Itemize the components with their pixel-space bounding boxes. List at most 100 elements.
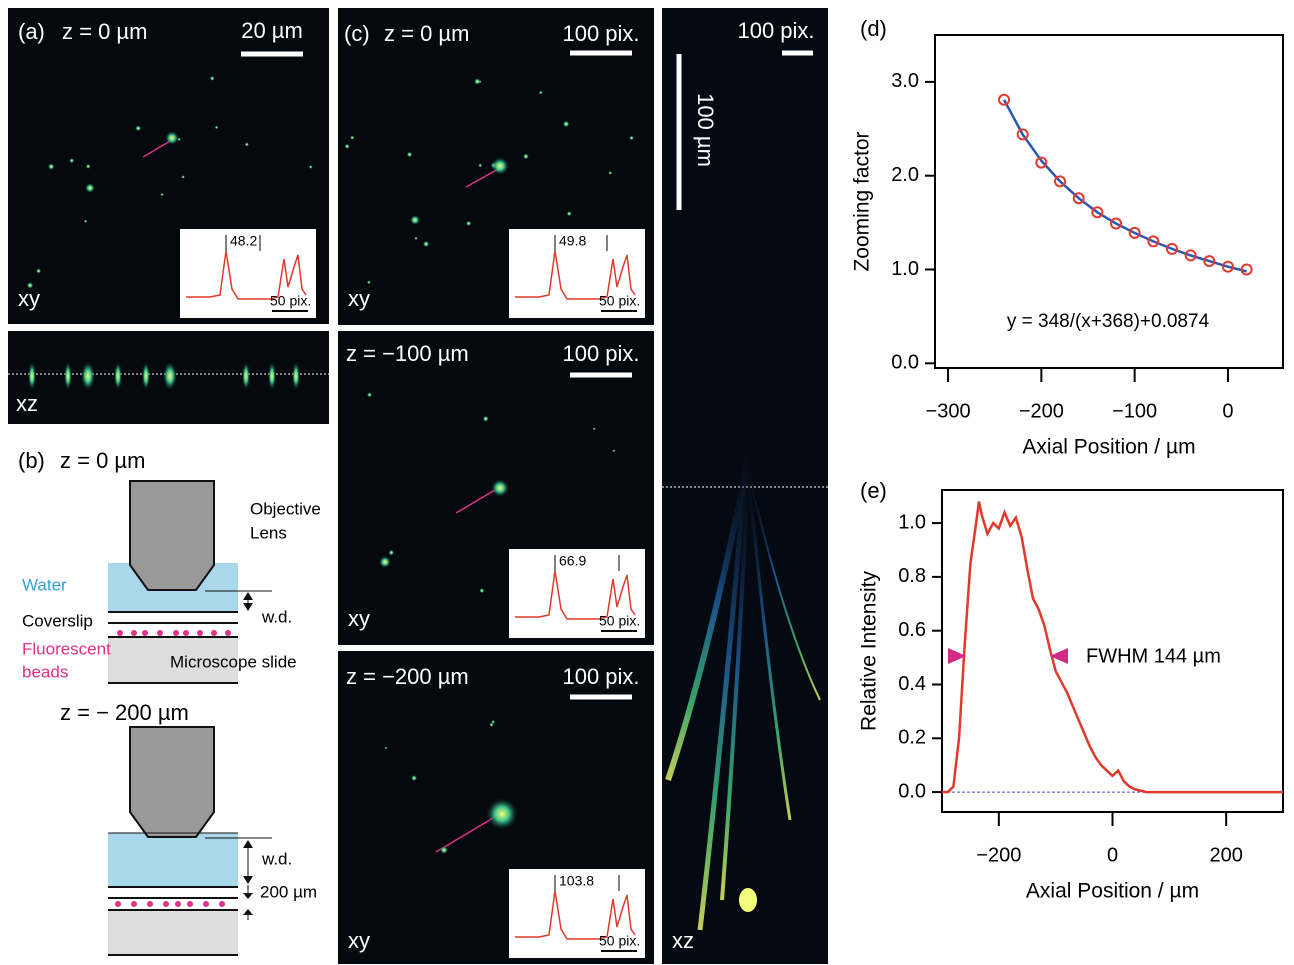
data-point bbox=[1035, 156, 1048, 169]
xz-spot bbox=[268, 362, 276, 390]
bead bbox=[157, 630, 163, 636]
streak bbox=[746, 469, 792, 821]
label: Objective bbox=[250, 499, 321, 518]
water bbox=[108, 833, 238, 887]
view-label: xy bbox=[18, 286, 40, 311]
label: w.d. bbox=[261, 607, 292, 626]
y-tick-label: 0.2 bbox=[898, 727, 926, 749]
y-tick-label: 3.0 bbox=[891, 70, 919, 92]
z-label: z = 0 µm bbox=[60, 448, 145, 473]
profile bbox=[515, 250, 636, 300]
spot bbox=[35, 268, 42, 274]
spot bbox=[26, 281, 34, 289]
x-tick-label: −300 bbox=[926, 400, 971, 422]
spot bbox=[160, 192, 164, 197]
spot bbox=[562, 120, 570, 128]
spot bbox=[486, 798, 518, 830]
x-tick-label: 0 bbox=[1107, 844, 1118, 866]
scale-label: 100 pix. bbox=[562, 341, 639, 366]
scale-label: 20 µm bbox=[241, 18, 303, 43]
label: 200 µm bbox=[260, 882, 317, 901]
profile bbox=[186, 250, 307, 300]
panel-label: (e) bbox=[860, 478, 887, 503]
xz-spot bbox=[292, 362, 300, 390]
spot bbox=[522, 153, 529, 160]
spot bbox=[83, 219, 88, 224]
objective bbox=[129, 480, 215, 591]
bead bbox=[175, 901, 181, 907]
diagram bbox=[108, 480, 272, 956]
inset-scale-label: 50 pix. bbox=[599, 933, 640, 949]
spot bbox=[482, 415, 489, 422]
data-point bbox=[1147, 235, 1160, 248]
y-tick-label: 0.4 bbox=[898, 673, 926, 695]
label: Lens bbox=[250, 523, 287, 542]
profile-line bbox=[455, 489, 496, 514]
z-label: z = −100 µm bbox=[346, 341, 469, 366]
profile bbox=[515, 570, 636, 620]
spot bbox=[406, 151, 413, 158]
data-point bbox=[1221, 260, 1234, 273]
z-label: z = 0 µm bbox=[384, 21, 469, 46]
x-axis-label: Axial Position / µm bbox=[1022, 436, 1195, 459]
xz-spot bbox=[28, 362, 36, 390]
label: beads bbox=[22, 662, 68, 681]
view-label: xy bbox=[348, 928, 370, 953]
label: w.d. bbox=[261, 849, 292, 868]
spot bbox=[214, 125, 219, 130]
spot bbox=[414, 236, 418, 241]
data-point bbox=[1165, 242, 1178, 255]
spot bbox=[135, 125, 142, 132]
spot bbox=[181, 175, 185, 179]
bead bbox=[163, 901, 169, 907]
bead bbox=[203, 901, 209, 907]
data-point bbox=[1128, 226, 1141, 239]
spot bbox=[85, 183, 95, 193]
spot bbox=[384, 746, 388, 750]
inset-frame bbox=[180, 229, 316, 318]
profile-line bbox=[435, 814, 499, 853]
spot bbox=[491, 157, 509, 175]
inset-scale-label: 50 pix. bbox=[270, 293, 311, 309]
z-label: z = 0 µm bbox=[62, 19, 147, 44]
spot bbox=[379, 556, 391, 568]
bead bbox=[131, 901, 137, 907]
panel-label: (b) bbox=[18, 448, 45, 473]
data-point bbox=[1054, 175, 1067, 188]
inset-scale-label: 50 pix. bbox=[599, 613, 640, 629]
spot bbox=[344, 143, 350, 150]
spot bbox=[350, 135, 355, 140]
annotation: FWHM 144 µm bbox=[1086, 645, 1221, 667]
fwhm-marker bbox=[1050, 648, 1068, 664]
z-label: z = − 200 µm bbox=[60, 700, 189, 725]
spot bbox=[366, 280, 371, 285]
spot bbox=[47, 163, 55, 171]
spot bbox=[478, 163, 483, 168]
inset-scale-label: 50 pix. bbox=[599, 293, 640, 309]
inset: 66.9 50 pix. bbox=[509, 549, 645, 638]
scale-label: 100 pix. bbox=[562, 21, 639, 46]
data-point bbox=[1091, 206, 1104, 219]
y-tick-label: 0.0 bbox=[891, 352, 919, 374]
spot bbox=[538, 90, 543, 95]
y-tick-label: 1.0 bbox=[891, 258, 919, 280]
scale-label: 100 µm bbox=[693, 93, 718, 167]
data-point bbox=[1072, 192, 1085, 205]
spot bbox=[629, 135, 634, 141]
bead bbox=[211, 630, 217, 636]
bead bbox=[219, 901, 225, 907]
inset-frame bbox=[509, 869, 645, 958]
view-label: xy bbox=[348, 606, 370, 631]
inset-value: 66.9 bbox=[559, 553, 586, 569]
streak-focus bbox=[739, 888, 757, 912]
panel-label: (a) bbox=[18, 19, 45, 44]
spot bbox=[69, 158, 75, 164]
xz-spot bbox=[114, 362, 122, 390]
data-point bbox=[1203, 255, 1216, 268]
x-tick-label: −100 bbox=[1112, 400, 1157, 422]
fwhm-marker bbox=[948, 648, 966, 664]
streak bbox=[697, 439, 751, 931]
spot bbox=[612, 449, 616, 453]
